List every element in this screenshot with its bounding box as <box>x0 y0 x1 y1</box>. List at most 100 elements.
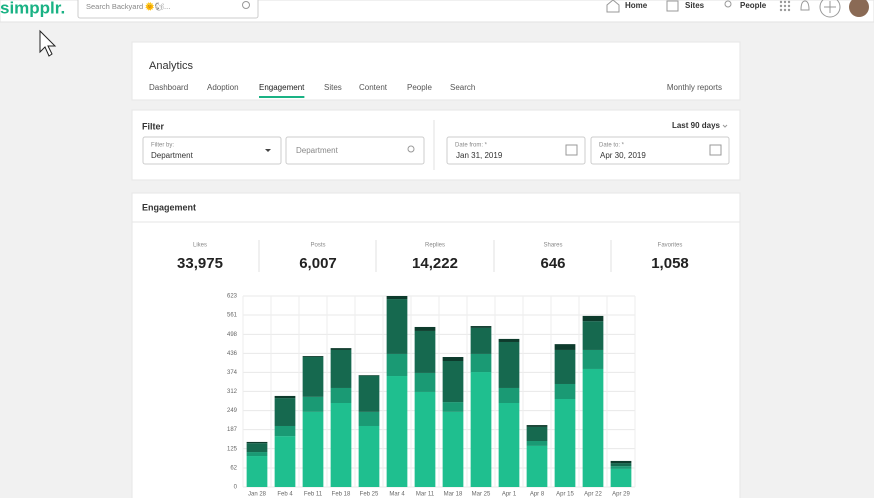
bar-segment <box>246 441 268 444</box>
bar-segment <box>582 349 604 369</box>
x-tick-label: Feb 4 <box>277 492 293 498</box>
avatar[interactable] <box>849 0 869 17</box>
calendar-icon <box>565 144 578 156</box>
stat-label: Posts <box>310 243 325 249</box>
active-tab-underline <box>259 96 305 98</box>
bar-segment <box>442 402 464 412</box>
bar-segment <box>526 426 548 442</box>
bar-segment <box>526 425 548 427</box>
x-tick-label: Apr 29 <box>612 492 630 498</box>
field-value: Jan 31, 2019 <box>456 151 503 160</box>
tab[interactable]: Search <box>450 83 475 92</box>
range-select[interactable]: Last 90 days <box>672 121 721 130</box>
bar-segment <box>274 425 296 437</box>
x-tick-label: Mar 11 <box>416 492 435 498</box>
bar-segment <box>554 344 576 350</box>
monthly-reports-link[interactable]: Monthly reports <box>667 83 722 92</box>
field-placeholder: Department <box>296 146 339 155</box>
bar-segment <box>246 452 268 457</box>
bar-segment <box>610 468 632 487</box>
field-label: Date to: * <box>599 143 625 149</box>
y-tick-label: 249 <box>227 408 238 414</box>
bar-segment <box>498 402 520 487</box>
bar-segment <box>358 425 380 487</box>
bar-segment <box>554 349 576 384</box>
y-tick-label: 62 <box>230 466 237 472</box>
nav-home[interactable]: Home <box>625 1 648 10</box>
bar-segment <box>498 341 520 388</box>
tabs: Dashboard Adoption Engagement Sites Content P… <box>149 83 475 98</box>
x-tick-label: Apr 15 <box>556 492 574 498</box>
bell-icon[interactable] <box>800 0 810 11</box>
bar-segment <box>302 357 324 397</box>
bar-segment <box>470 326 492 328</box>
bar-segment <box>302 356 324 358</box>
nav-sites[interactable]: Sites <box>685 1 705 10</box>
bar-segment <box>246 456 268 487</box>
chevron <box>265 149 271 152</box>
x-tick-label: Jan 28 <box>248 492 267 498</box>
tab[interactable]: Dashboard <box>149 83 188 92</box>
logo[interactable]: simpplr. <box>0 0 65 17</box>
calendar-icon <box>709 144 722 156</box>
add-plus <box>824 1 836 13</box>
bar-segment <box>526 445 548 487</box>
tab[interactable]: Sites <box>324 83 342 92</box>
chevron <box>722 124 728 128</box>
search-placeholder: Search Backyard 🌞🐿... <box>86 1 170 11</box>
bar-segment <box>414 391 436 487</box>
field-label: Date from: * <box>455 143 488 149</box>
add-button[interactable] <box>819 0 841 18</box>
bar-segment <box>330 402 352 487</box>
people-icon <box>724 0 732 8</box>
field-value: Department <box>151 151 194 160</box>
x-tick-label: Feb 25 <box>360 492 379 498</box>
bar-segment <box>358 375 380 412</box>
y-tick-label: 561 <box>227 313 238 319</box>
field-value: Apr 30, 2019 <box>600 151 646 160</box>
bar-segment <box>470 353 492 373</box>
tab[interactable]: People <box>407 83 432 92</box>
bar-segment <box>302 411 324 487</box>
y-tick-label: 374 <box>227 370 238 376</box>
tab[interactable]: Adoption <box>207 83 239 92</box>
date-from-input[interactable] <box>446 136 586 165</box>
y-tick-label: 187 <box>227 427 238 433</box>
section-title: Engagement <box>142 202 196 212</box>
x-tick-label: Apr 22 <box>584 492 602 498</box>
bar-segment <box>386 296 408 300</box>
bar-segment <box>610 460 632 464</box>
nav-people[interactable]: People <box>740 1 767 10</box>
x-tick-label: Mar 4 <box>389 492 405 498</box>
field-label: Filter by: <box>151 143 174 149</box>
y-tick-label: 436 <box>227 351 238 357</box>
bar-segment <box>386 299 408 354</box>
cursor <box>39 29 57 57</box>
page-title: Analytics <box>149 60 194 72</box>
stat-label: Likes <box>193 243 207 249</box>
date-to-input[interactable] <box>590 136 730 165</box>
apps-icon[interactable] <box>779 0 791 12</box>
bar-segment <box>330 349 352 388</box>
tab[interactable]: Content <box>359 83 388 92</box>
x-tick-label: Apr 1 <box>502 492 517 498</box>
sites-icon <box>666 0 679 12</box>
filter-by-select[interactable] <box>142 136 282 165</box>
tab[interactable]: Engagement <box>259 83 305 92</box>
bar-segment <box>498 387 520 403</box>
search-box[interactable] <box>77 0 259 19</box>
department-input[interactable] <box>285 136 425 165</box>
stat-value: 646 <box>540 255 565 272</box>
bar-segment <box>498 338 520 342</box>
bar-segment <box>470 372 492 487</box>
bar-segment <box>246 443 268 453</box>
y-tick-label: 0 <box>234 485 238 491</box>
bar-segment <box>274 395 296 399</box>
x-tick-label: Feb 18 <box>332 492 351 498</box>
y-tick-label: 312 <box>227 389 238 395</box>
bar-segment <box>414 372 436 392</box>
bar-segment <box>554 399 576 487</box>
bar-segment <box>554 383 576 400</box>
home-icon <box>606 0 620 13</box>
